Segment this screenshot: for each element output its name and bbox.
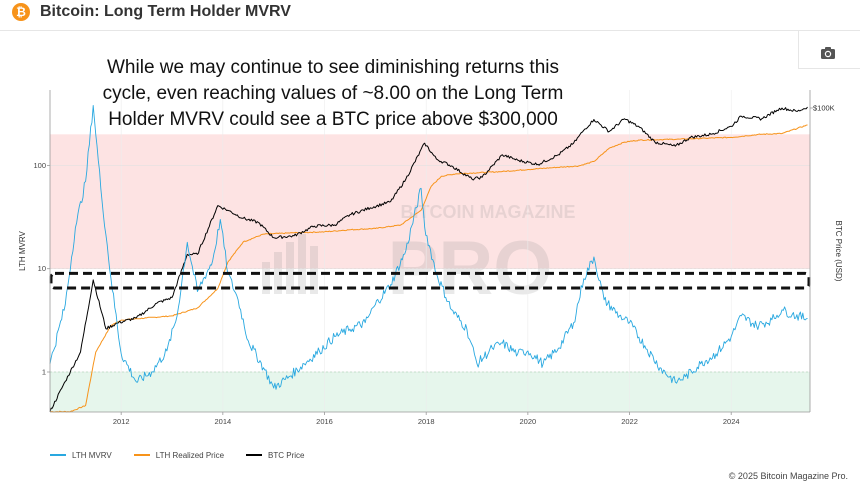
series-lth-mvrv [49,105,808,390]
y-axis-label: LTH MVRV [18,230,27,270]
legend: LTH MVRV LTH Realized Price BTC Price [50,449,327,461]
axis-ticks: 2012 2014 2016 2018 2020 2022 2024 1 10 100 $100K [33,104,834,427]
header: ₿ Bitcoin: Long Term Holder MVRV [0,0,860,26]
right-tick-label: $100K [813,104,835,113]
annotation-line-1: While we may continue to see diminishing… [107,57,559,78]
legend-item-lth-mvrv[interactable]: LTH MVRV [50,451,112,460]
red-zone-band [50,134,810,269]
legend-swatch-lth-mvrv [50,454,66,456]
x-tick-label: 2018 [418,417,435,426]
y-tick-label: 1 [42,368,46,377]
legend-swatch-lth-realized [133,454,150,456]
bitcoin-logo-icon: ₿ [12,3,30,21]
legend-label-btc-price: BTC Price [268,450,305,460]
x-tick-label: 2014 [214,417,231,426]
series-btc-price [49,106,808,412]
x-tick-label: 2022 [621,417,638,426]
right-axis-label: BTC Price (USD) [834,221,843,282]
x-tick-label: 2020 [520,417,537,426]
copyright: © 2025 Bitcoin Magazine Pro. [728,471,848,481]
y-tick-label: 100 [33,161,46,170]
x-tick-label: 2012 [113,417,130,426]
legend-item-lth-realized[interactable]: LTH Realized Price [133,450,225,460]
annotation-line-3: Holder MVRV could see a BTC price above … [108,109,558,130]
toolbar-divider [798,31,799,68]
target-band-highlight [49,271,811,290]
legend-label-lth-mvrv: LTH MVRV [72,450,112,460]
legend-label-lth-realized: LTH Realized Price [155,450,225,460]
page-title: Bitcoin: Long Term Holder MVRV [40,3,291,20]
annotation-line-2: cycle, even reaching values of ~8.00 on … [102,83,564,104]
legend-item-btc-price[interactable]: BTC Price [246,450,305,460]
header-divider [0,30,860,31]
toolbar-bottom-border [798,68,860,69]
camera-icon[interactable] [820,46,836,60]
series-lth-realized-price [50,124,808,413]
green-zone-band [50,372,810,412]
grid [50,90,810,412]
watermark-line1: BITCOIN MAGAZINE [401,202,576,222]
series-group [49,105,808,413]
x-tick-label: 2024 [723,417,740,426]
x-tick-label: 2016 [316,417,333,426]
chart-annotation: While we may continue to see diminishing… [60,55,606,133]
watermark-bars-icon [262,234,318,294]
y-tick-label: 10 [38,264,46,273]
legend-swatch-btc-price [246,454,263,456]
